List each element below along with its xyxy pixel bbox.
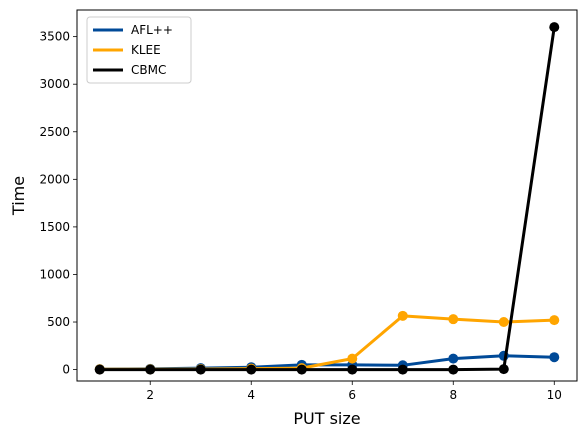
- y-tick-label: 1000: [39, 267, 70, 281]
- y-tick-label: 500: [47, 315, 70, 329]
- legend-label: CBMC: [131, 63, 166, 77]
- x-tick-label: 4: [247, 388, 255, 402]
- data-point: [195, 364, 206, 375]
- data-point: [296, 364, 307, 375]
- data-point: [347, 353, 358, 364]
- legend-box: [86, 16, 192, 84]
- x-tick-label: 6: [348, 388, 356, 402]
- x-tick-label: 10: [547, 388, 562, 402]
- series-layer: [94, 22, 560, 375]
- data-point: [549, 315, 560, 326]
- series-line: [99, 26, 556, 372]
- y-tick-label: 1500: [39, 220, 70, 234]
- data-point: [397, 310, 408, 321]
- data-point: [549, 352, 560, 363]
- data-point: [448, 314, 459, 325]
- legend: AFL++ KLEE CBMC: [86, 16, 192, 84]
- y-axis-title: Time: [9, 176, 28, 216]
- data-point: [397, 364, 408, 375]
- x-tick-label: 2: [146, 388, 154, 402]
- data-point: [347, 364, 358, 375]
- ticks: 2 4 6 8 10 0 500 1000 1500 2000 2500 3000 3500: [39, 30, 561, 402]
- data-point: [94, 364, 105, 375]
- series-cbmc: [94, 22, 560, 375]
- data-point: [145, 364, 156, 375]
- y-tick-label: 2500: [39, 125, 70, 139]
- data-point: [448, 353, 459, 364]
- data-point: [246, 364, 257, 375]
- y-tick-label: 3000: [39, 77, 70, 91]
- legend-label: AFL++: [131, 23, 173, 37]
- y-tick-label: 0: [62, 363, 70, 377]
- data-point: [498, 364, 509, 375]
- data-point: [549, 22, 560, 33]
- legend-label: KLEE: [131, 43, 161, 57]
- y-tick-label: 3500: [39, 30, 70, 44]
- x-tick-label: 8: [449, 388, 457, 402]
- data-point: [498, 317, 509, 328]
- data-point: [448, 364, 459, 375]
- y-tick-label: 2000: [39, 172, 70, 186]
- x-axis-title: PUT size: [293, 409, 360, 428]
